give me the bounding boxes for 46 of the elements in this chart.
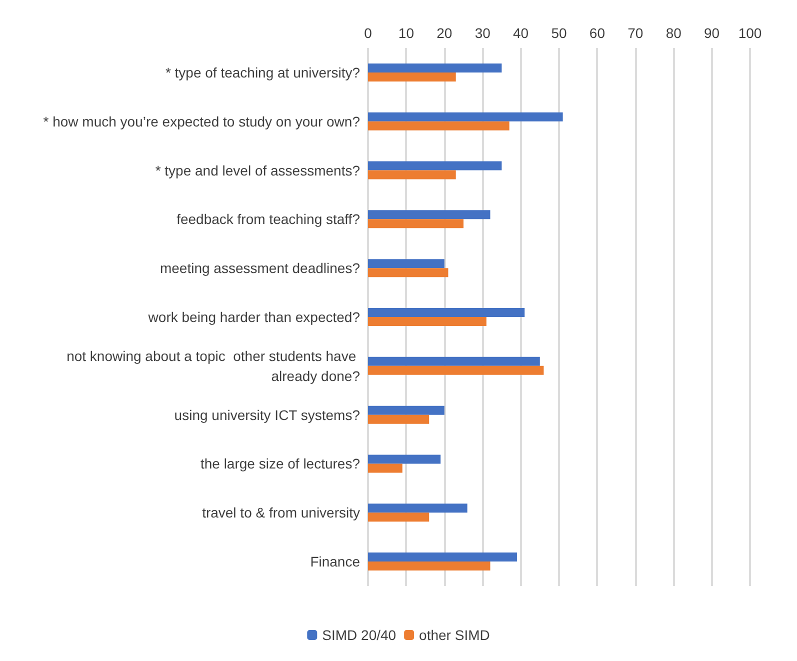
- y-tick-label: using university ICT systems?: [174, 406, 360, 423]
- bar: [368, 366, 544, 375]
- bar: [368, 210, 490, 220]
- y-tick-label: work being harder than expected?: [147, 309, 360, 325]
- x-tick-label: 30: [474, 25, 491, 41]
- x-tick-label: 70: [628, 25, 644, 41]
- x-tick-label: 80: [666, 25, 682, 41]
- bar: [368, 170, 456, 180]
- bar: [368, 464, 402, 473]
- y-tick-label: travel to & from university: [202, 504, 360, 521]
- y-tick-label: the large size of lectures?: [200, 456, 360, 472]
- x-tick-label: 10: [398, 25, 414, 41]
- bar: [368, 454, 441, 464]
- x-tick-label: 100: [738, 25, 762, 41]
- bar: [368, 512, 430, 522]
- y-tick-label: feedback from teaching staff?: [176, 211, 360, 228]
- x-tick-label: 90: [704, 25, 720, 41]
- bar: [368, 121, 510, 130]
- bar: [368, 268, 448, 278]
- x-tick-label: 0: [364, 25, 372, 41]
- x-tick-label: 50: [551, 25, 567, 41]
- x-tick-label: 40: [513, 25, 529, 41]
- y-tick-label: * type and level of assessments?: [155, 162, 360, 178]
- x-tick-label: 20: [436, 25, 452, 41]
- bar: [368, 112, 563, 122]
- bar: [368, 406, 444, 415]
- bar: [368, 552, 517, 562]
- y-tick-label: meeting assessment deadlines?: [160, 260, 360, 276]
- bar: [368, 72, 456, 82]
- bar: [368, 414, 430, 424]
- legend-label: other SIMD: [419, 627, 490, 643]
- bar: [368, 161, 502, 170]
- legend-label: SIMD 20/40: [322, 627, 396, 643]
- bar: [368, 317, 486, 326]
- y-tick-label: Finance: [310, 554, 360, 570]
- bar: [368, 356, 540, 366]
- y-tick-label: not knowing about a topic other students have already done?: [66, 348, 360, 384]
- bar: [368, 504, 468, 513]
- y-tick-label: * how much you’re expected to study on your own?: [43, 113, 360, 130]
- bar: [368, 219, 464, 228]
- y-tick-label: * type of teaching at university?: [165, 64, 360, 80]
- x-tick-label: 60: [589, 25, 606, 41]
- bar: [368, 63, 502, 72]
- bar: [368, 562, 490, 571]
- bar: [368, 259, 444, 268]
- bar: [368, 308, 525, 317]
